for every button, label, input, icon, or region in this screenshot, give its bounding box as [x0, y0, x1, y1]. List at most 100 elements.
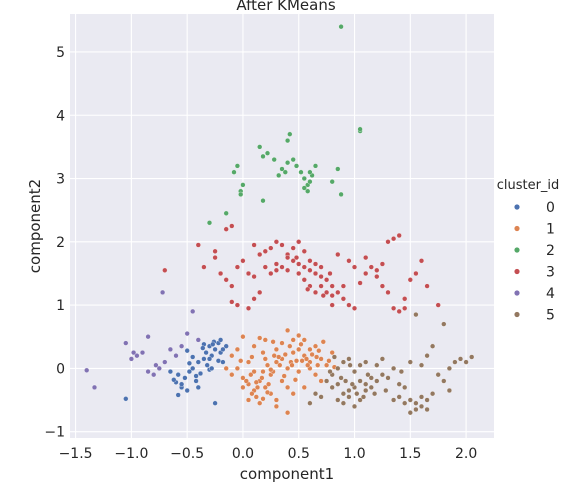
data-point: [175, 392, 181, 398]
data-point: [324, 362, 330, 368]
data-point: [296, 239, 302, 245]
data-point: [299, 358, 305, 364]
data-point: [318, 264, 324, 270]
data-point: [264, 362, 271, 368]
data-point: [271, 353, 277, 359]
data-point: [457, 356, 464, 362]
data-point: [351, 369, 358, 375]
y-tick-label: −1: [44, 425, 65, 441]
data-point: [413, 270, 419, 277]
data-point: [167, 346, 173, 352]
data-point: [402, 305, 408, 311]
data-point: [368, 264, 374, 270]
data-point: [268, 270, 274, 277]
data-point: [396, 232, 402, 239]
data-point: [287, 131, 293, 137]
data-point: [307, 258, 313, 264]
y-tick-label: 5: [56, 45, 65, 61]
x-axis-ticks: −1.5 −1.0 −0.5 0.0 0.5 1.0 1.5 2.0: [59, 446, 478, 462]
data-point: [346, 394, 352, 400]
data-point: [318, 356, 324, 362]
data-point: [413, 312, 419, 318]
data-point: [257, 289, 263, 295]
data-point: [206, 356, 213, 362]
x-tick-label: −1.5: [59, 446, 93, 462]
data-point: [441, 321, 447, 327]
data-point: [327, 369, 333, 375]
data-point: [262, 248, 268, 254]
legend-label-0: 0: [546, 200, 555, 216]
data-point: [402, 384, 408, 390]
data-point: [195, 337, 201, 343]
data-point: [347, 362, 353, 368]
data-point: [346, 387, 352, 394]
series-2: [206, 24, 363, 226]
data-point: [301, 248, 307, 254]
data-point: [324, 289, 330, 295]
data-point: [276, 354, 282, 360]
y-axis-label: component2: [26, 179, 44, 273]
data-point: [257, 144, 263, 150]
data-point: [277, 362, 283, 368]
data-point: [279, 264, 285, 270]
data-point: [248, 372, 254, 378]
legend-label-1: 1: [546, 222, 555, 238]
data-point: [184, 348, 190, 354]
data-point: [184, 331, 190, 337]
data-point: [301, 185, 307, 191]
data-point: [285, 384, 291, 390]
data-point: [327, 270, 333, 277]
data-point: [190, 365, 196, 371]
data-point: [251, 369, 257, 375]
data-point: [195, 384, 201, 390]
data-point: [452, 359, 458, 365]
y-tick-label: 1: [56, 298, 65, 314]
data-point: [413, 400, 419, 406]
legend-marker-4: [514, 290, 520, 296]
data-point: [162, 267, 168, 273]
data-point: [318, 274, 324, 280]
data-point: [209, 365, 215, 371]
data-point: [234, 346, 240, 352]
series-1: [223, 327, 337, 416]
data-point: [273, 239, 279, 245]
data-point: [469, 354, 475, 360]
data-point: [266, 381, 272, 387]
data-point: [234, 264, 240, 270]
data-point: [260, 396, 266, 402]
data-point: [418, 394, 425, 400]
x-axis-label: component1: [240, 465, 334, 483]
data-point: [363, 359, 369, 365]
data-point: [357, 280, 363, 286]
plot-background: [70, 14, 494, 438]
data-point: [315, 362, 321, 368]
data-point: [301, 277, 307, 283]
data-point: [238, 191, 244, 197]
data-point: [305, 362, 311, 368]
data-point: [365, 372, 371, 378]
data-point: [351, 264, 358, 270]
data-point: [131, 350, 137, 356]
data-point: [271, 157, 277, 163]
data-point: [357, 362, 363, 368]
data-point: [402, 400, 408, 406]
data-point: [329, 283, 335, 289]
data-point: [285, 138, 291, 144]
gridlines: [70, 14, 494, 438]
data-point: [363, 381, 369, 387]
data-point: [383, 387, 389, 394]
data-point: [335, 365, 341, 371]
data-point: [212, 346, 218, 352]
data-point: [273, 397, 279, 403]
data-point: [223, 277, 229, 283]
data-point: [262, 356, 268, 362]
data-point: [407, 277, 413, 283]
data-point: [430, 391, 436, 397]
data-point: [293, 358, 300, 364]
data-point: [312, 289, 319, 295]
data-point: [285, 267, 291, 273]
data-point: [223, 210, 229, 216]
data-point: [190, 354, 196, 360]
data-point: [179, 343, 185, 349]
data-point: [260, 369, 266, 375]
